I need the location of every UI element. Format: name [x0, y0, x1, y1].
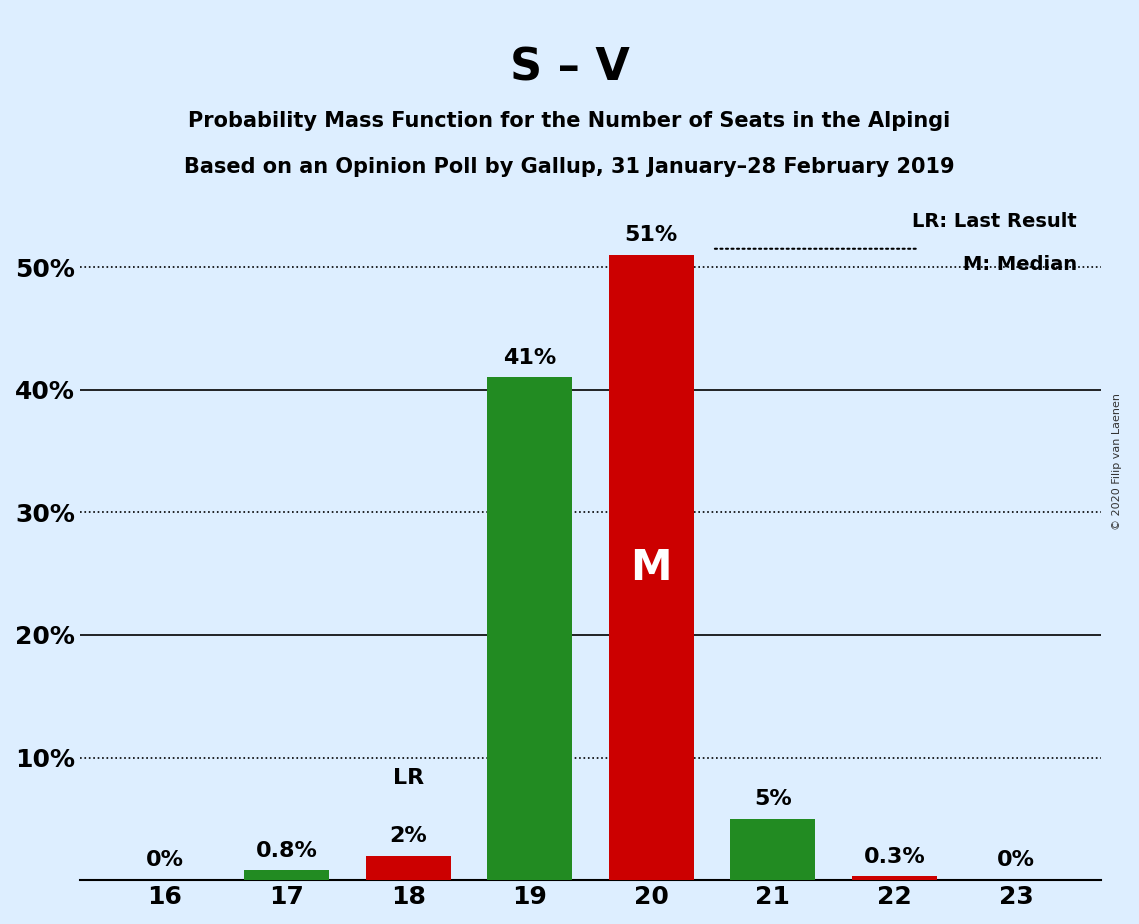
Text: © 2020 Filip van Laenen: © 2020 Filip van Laenen: [1112, 394, 1122, 530]
Bar: [366, 856, 451, 881]
Bar: [852, 877, 937, 881]
Bar: [608, 255, 694, 881]
Text: M: M: [631, 546, 672, 589]
Text: Probability Mass Function for the Number of Seats in the Alpingi: Probability Mass Function for the Number…: [188, 111, 951, 131]
Text: S – V: S – V: [509, 46, 630, 90]
Text: 5%: 5%: [754, 789, 792, 809]
Text: 0%: 0%: [997, 850, 1035, 870]
Text: 41%: 41%: [503, 347, 556, 368]
Bar: [244, 870, 329, 881]
Text: M: Median: M: Median: [962, 255, 1076, 274]
Text: Based on an Opinion Poll by Gallup, 31 January–28 February 2019: Based on an Opinion Poll by Gallup, 31 J…: [185, 157, 954, 177]
Bar: [487, 378, 572, 881]
Text: 2%: 2%: [390, 826, 427, 845]
Text: 51%: 51%: [624, 225, 678, 245]
Bar: [730, 819, 816, 881]
Text: LR: Last Result: LR: Last Result: [912, 212, 1076, 231]
Text: 0.3%: 0.3%: [863, 846, 925, 867]
Text: LR: LR: [393, 768, 424, 788]
Text: 0.8%: 0.8%: [255, 841, 318, 860]
Text: 0%: 0%: [146, 850, 185, 870]
